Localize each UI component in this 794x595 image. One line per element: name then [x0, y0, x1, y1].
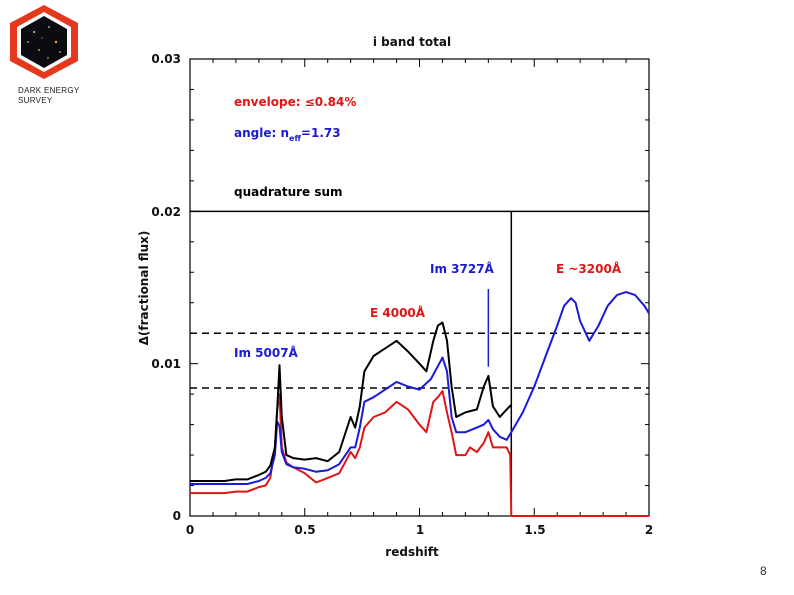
angle-legend-label: angle: neff=1.73 [234, 126, 341, 143]
x-tick-labels: 0 0.5 1 1.5 2 [186, 523, 653, 537]
annotation-im-5007: Im 5007Å [234, 345, 299, 360]
logo-hexagon-sky [21, 16, 67, 68]
page-number: 8 [760, 564, 767, 578]
y-axis-title: Δ(fractional flux) [137, 231, 151, 346]
chart-title: i band total [373, 35, 451, 49]
x-tick-label: 2 [645, 523, 653, 537]
series-line-quadrature-sum [190, 321, 513, 482]
series-lines [190, 291, 650, 517]
logo-text-line2: SURVEY [18, 96, 53, 105]
quadrature-legend-label: quadrature sum [234, 185, 343, 199]
annotation-e-3200: E ~3200Å [556, 261, 622, 276]
legend-text: envelope: ≤0.84% angle: neff=1.73 quadra… [234, 95, 356, 199]
y-tick-label: 0.03 [151, 52, 181, 66]
logo-text-line1: DARK ENERGY [18, 86, 80, 95]
envelope-legend-label: envelope: ≤0.84% [234, 95, 356, 109]
x-axis-title: redshift [385, 545, 439, 559]
logo-text: DARK ENERGY SURVEY [18, 86, 80, 106]
series-line-envelope [190, 390, 649, 517]
des-logo [10, 5, 78, 79]
y-tick-labels: 0 0.01 0.02 0.03 [151, 52, 181, 523]
x-tick-label: 1.5 [524, 523, 545, 537]
y-tick-label: 0.01 [151, 357, 181, 371]
x-tick-label: 0.5 [294, 523, 315, 537]
x-tick-label: 1 [416, 523, 424, 537]
angle-legend-tail: =1.73 [301, 126, 341, 140]
angle-legend-text: angle: n [234, 126, 289, 140]
y-tick-label: 0.02 [151, 205, 181, 219]
y-tick-label: 0 [173, 509, 181, 523]
annotation-im-3727: Im 3727Å [430, 261, 495, 276]
x-ticks [189, 59, 650, 516]
annotations: Im 5007Å E 4000Å Im 3727Å E ~3200Å [234, 261, 622, 360]
x-tick-label: 0 [186, 523, 194, 537]
annotation-e-4000: E 4000Å [370, 305, 426, 320]
angle-legend-subscript: eff [289, 134, 301, 143]
